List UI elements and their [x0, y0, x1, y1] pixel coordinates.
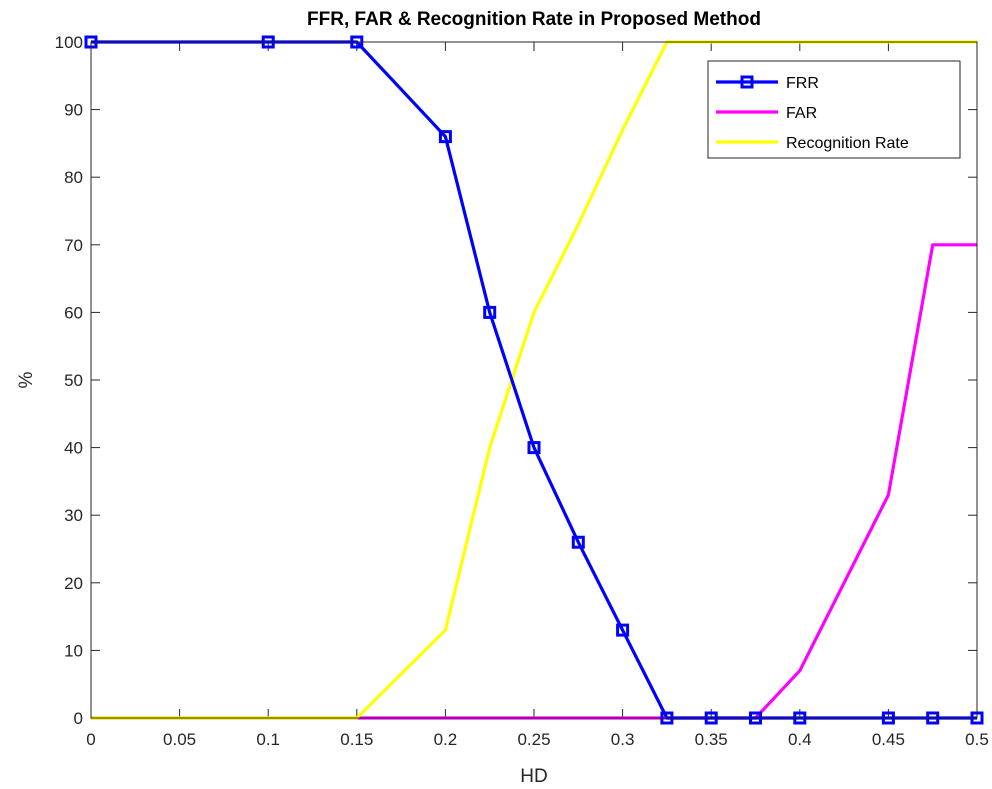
x-tick-label: 0.45	[872, 730, 905, 749]
x-tick-label: 0.35	[695, 730, 728, 749]
y-tick-label: 100	[55, 33, 83, 52]
y-tick-label: 20	[64, 574, 83, 593]
x-tick-label: 0.05	[163, 730, 196, 749]
data-point-frr	[438, 130, 452, 144]
data-point-frr	[616, 623, 630, 637]
y-tick-label: 10	[64, 641, 83, 660]
y-tick-label: 90	[64, 101, 83, 120]
x-tick-label: 0	[86, 730, 95, 749]
y-tick-label: 0	[74, 709, 83, 728]
data-point-frr	[483, 305, 497, 319]
data-point-frr	[527, 441, 541, 455]
plot-frame	[90, 41, 978, 719]
y-tick-label: 70	[64, 236, 83, 255]
legend: FRR FAR Recognition Rate	[707, 60, 961, 159]
x-tick-label: 0.4	[788, 730, 812, 749]
x-tick-label: 0.5	[965, 730, 989, 749]
legend-label-recognition-rate: Recognition Rate	[786, 135, 909, 152]
y-tick-label: 80	[64, 168, 83, 187]
x-tick-label: 0.1	[256, 730, 280, 749]
y-axis-label: %	[16, 371, 37, 388]
x-axis-label: HD	[520, 766, 547, 787]
y-tick-label: 40	[64, 439, 83, 458]
series-line-recognition-rate	[91, 40, 977, 720]
y-axis-ticks: 0 10 20 30 40 50 60 70 80 90 100	[55, 33, 977, 728]
x-tick-label: 0.2	[434, 730, 458, 749]
y-tick-label: 60	[64, 303, 83, 322]
legend-label-far: FAR	[786, 105, 817, 122]
x-axis-ticks: 0 0.05 0.1 0.15 0.2 0.25 0.3 0.35 0.4 0.45 0.5	[86, 42, 989, 749]
y-tick-label: 30	[64, 506, 83, 525]
legend-label-frr: FRR	[786, 75, 819, 92]
x-tick-label: 0.3	[611, 730, 635, 749]
legend-marker-frr	[740, 75, 754, 89]
chart-title: FFR, FAR & Recognition Rate in Proposed …	[307, 9, 761, 30]
y-tick-label: 50	[64, 371, 83, 390]
x-tick-label: 0.15	[340, 730, 373, 749]
data-point-frr	[571, 535, 585, 549]
x-tick-label: 0.25	[517, 730, 550, 749]
